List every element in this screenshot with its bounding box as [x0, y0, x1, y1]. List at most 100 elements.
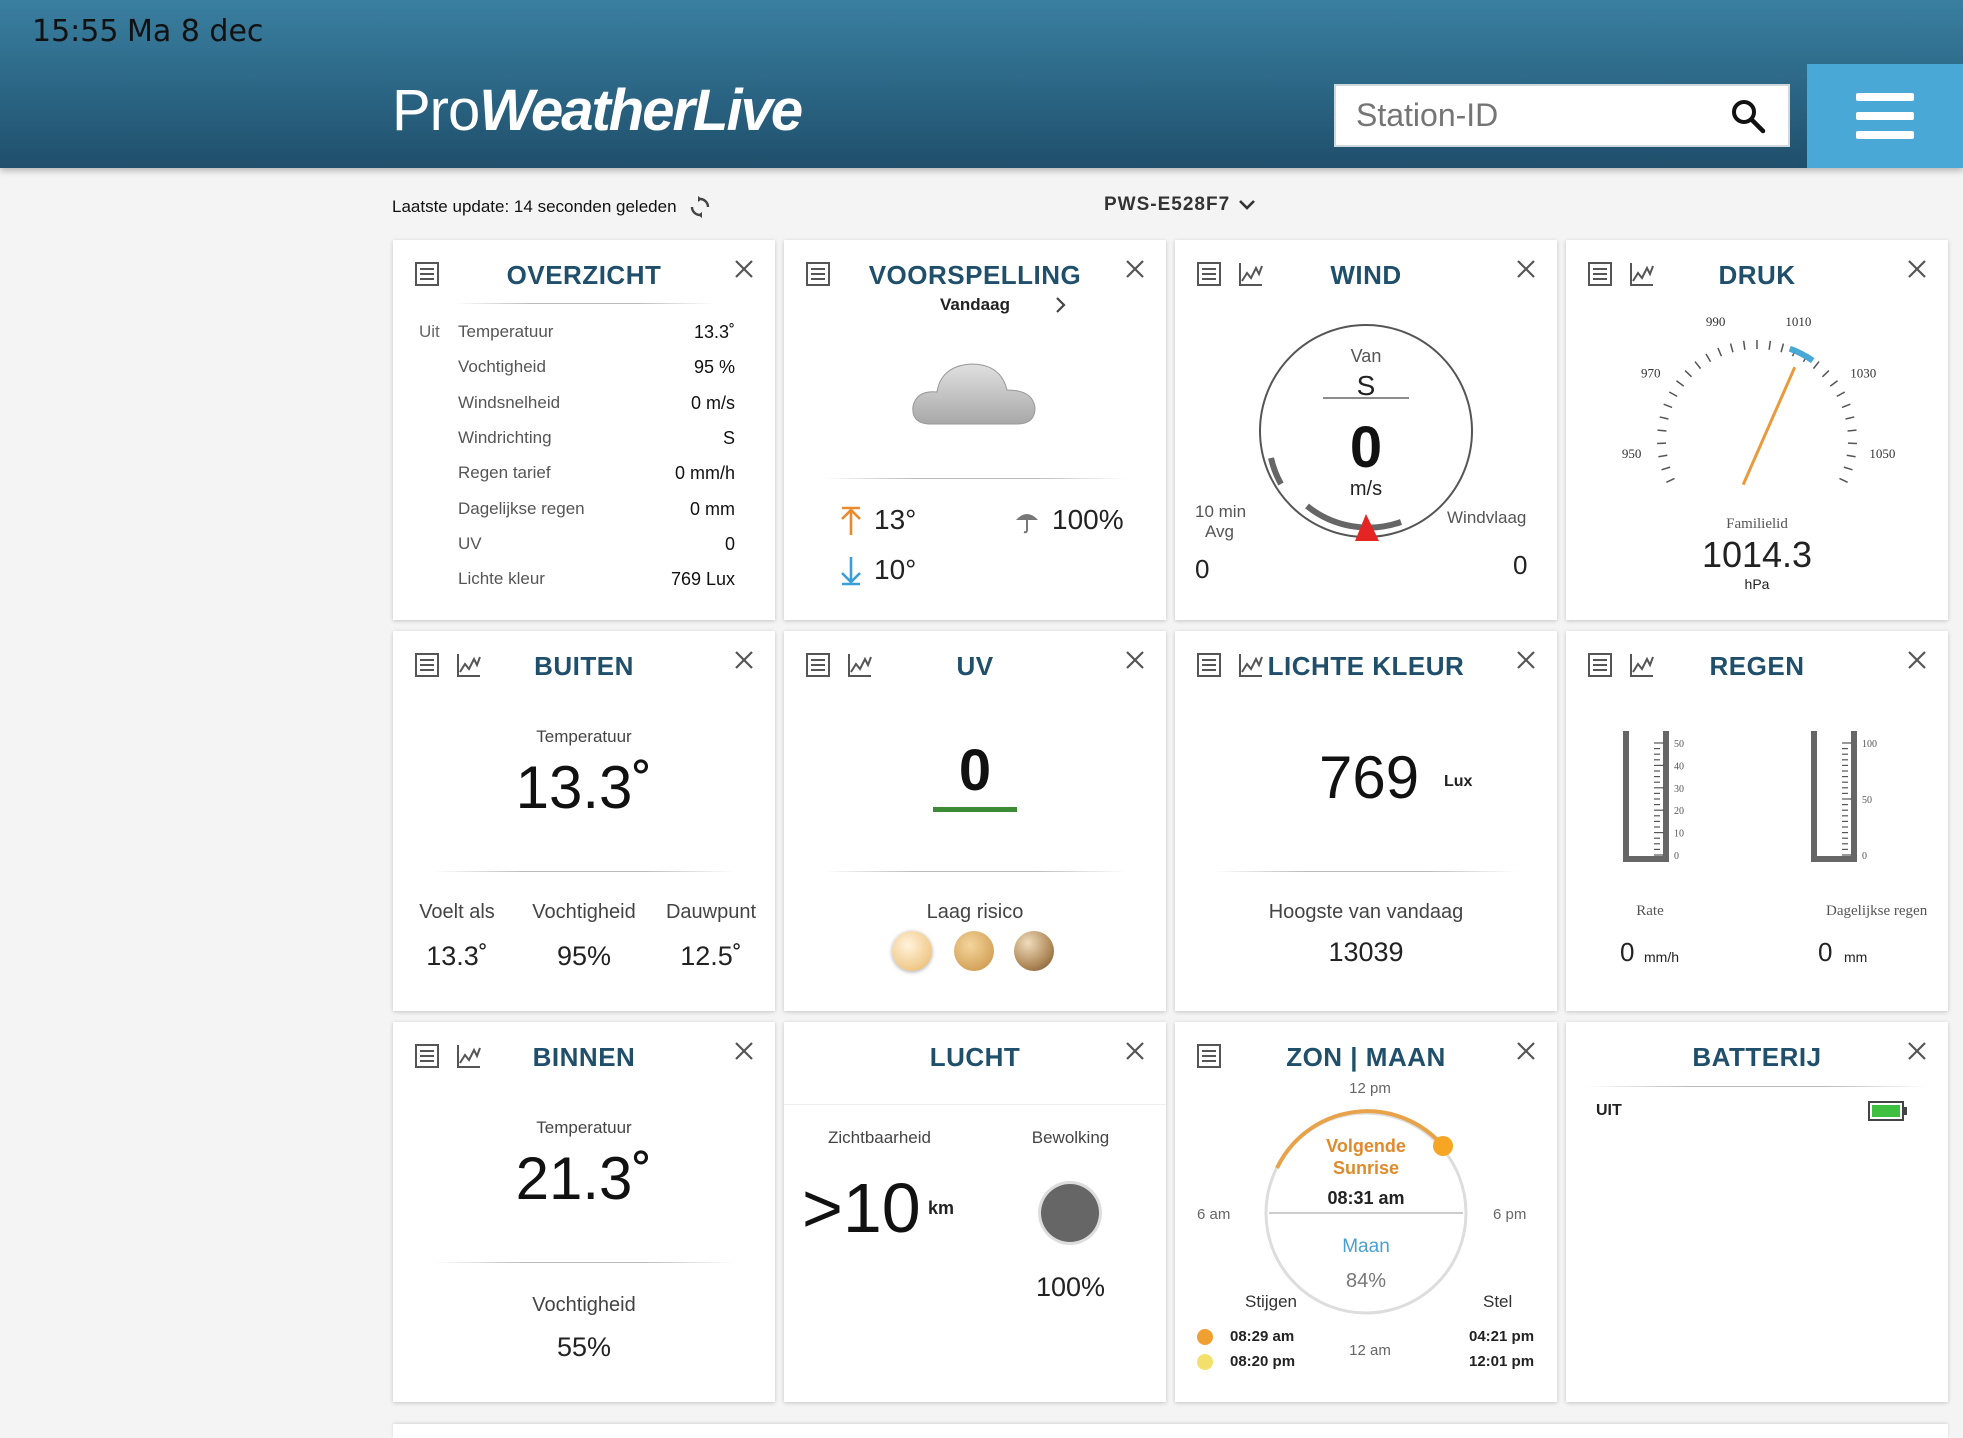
sunmoon-left: 6 am: [1197, 1206, 1231, 1223]
chart-icon[interactable]: [1237, 260, 1265, 288]
pressure-gauge-tick: [1829, 380, 1839, 387]
overview-row-value: 0 mm: [690, 498, 735, 519]
uv-risk: Laag risico: [926, 901, 1024, 923]
rain-gauge-tick-label: 10: [1674, 829, 1684, 840]
indoor-humidity-value: 55%: [556, 1332, 612, 1362]
list-icon[interactable]: [413, 1042, 441, 1070]
close-icon[interactable]: [1124, 1040, 1146, 1062]
wind-compass: [1259, 324, 1473, 541]
list-icon[interactable]: [1195, 1042, 1223, 1070]
sunmoon-sun-rise: 08:29 am: [1230, 1328, 1295, 1345]
outdoor-title: BUITEN: [534, 651, 634, 681]
chart-icon[interactable]: [455, 1042, 483, 1070]
chart-icon[interactable]: [455, 651, 483, 679]
list-icon[interactable]: [413, 651, 441, 679]
close-icon[interactable]: [733, 1040, 755, 1062]
pressure-gauge-tick: [1843, 466, 1853, 471]
wind-avg-value: 0: [1195, 554, 1210, 584]
list-icon[interactable]: [1586, 260, 1614, 288]
chart-icon[interactable]: [846, 651, 874, 679]
rain-title: REGEN: [1709, 651, 1805, 681]
chevron-right-icon[interactable]: [1054, 296, 1068, 314]
search-icon[interactable]: [1728, 96, 1768, 136]
pressure-gauge-highlight: [1788, 345, 1815, 364]
list-icon[interactable]: [1195, 651, 1223, 679]
close-icon[interactable]: [1906, 1040, 1928, 1062]
skin-tone-swatch-light: [892, 931, 932, 971]
close-icon[interactable]: [1515, 649, 1537, 671]
skin-tone-swatch-medium: [954, 931, 994, 971]
close-icon[interactable]: [1124, 258, 1146, 280]
pressure-gauge-tick: [1659, 416, 1669, 420]
wind-gust-value: 0: [1513, 550, 1528, 580]
chart-icon[interactable]: [1237, 651, 1265, 679]
sunmoon-sun-set: 04:21 pm: [1469, 1328, 1535, 1345]
sunmoon-next-2: Sunrise: [1332, 1158, 1400, 1178]
sunmoon-top: 12 pm: [1349, 1080, 1391, 1097]
battery-label: UIT: [1596, 1102, 1622, 1119]
pressure-gauge-tick: [1663, 403, 1673, 409]
overview-row-label: Lichte kleur: [458, 569, 545, 589]
overview-row-label: Dagelijkse regen: [458, 498, 585, 518]
station-id: PWS-E528F7: [1104, 194, 1231, 215]
list-icon[interactable]: [1586, 651, 1614, 679]
pressure-gauge-tick: [1661, 466, 1671, 471]
sunmoon-moon-pct: 84%: [1345, 1270, 1387, 1292]
rain-daily-gauge: 100 50 0: [1811, 731, 1877, 862]
forecast-low: 10°: [874, 554, 917, 585]
overview-card: OVERZICHT Uit Temperatuur 13.3˚ Vochtighei…: [393, 240, 775, 620]
close-icon[interactable]: [1515, 1040, 1537, 1062]
pressure-gauge-tick-label: 1030: [1850, 365, 1876, 380]
close-icon[interactable]: [1906, 649, 1928, 671]
last-update: Laatste update: 14 seconden geleden: [392, 196, 711, 218]
list-icon[interactable]: [413, 260, 441, 288]
overview-row-value: 769 Lux: [670, 569, 735, 590]
wind-card: WIND Van S 0 m/s 10 min Avg 0 Windvlaag …: [1175, 240, 1557, 620]
close-icon[interactable]: [1515, 258, 1537, 280]
rain-daily-label: Dagelijkse regen: [1826, 903, 1928, 919]
menu-button[interactable]: [1807, 64, 1963, 168]
pressure-gauge-tick-label: 950: [1622, 446, 1642, 461]
close-icon[interactable]: [733, 258, 755, 280]
refresh-icon[interactable]: [689, 196, 711, 218]
top-bar: 15:55 Ma 8 dec ProWeatherLive: [0, 0, 1963, 168]
outdoor-dew-value: 12.5˚: [680, 941, 742, 971]
outdoor-temp-label: Temperatuur: [536, 727, 632, 746]
next-row-card-edge: [393, 1424, 1948, 1438]
pressure-gauge-tick: [1694, 361, 1702, 370]
chart-icon[interactable]: [1628, 260, 1656, 288]
outdoor-card: BUITEN Temperatuur 13.3˚ Voelt als 13.3˚…: [393, 631, 775, 1011]
light-high-label: Hoogste van vandaag: [1268, 901, 1464, 923]
indoor-temp-label: Temperatuur: [536, 1118, 632, 1137]
close-icon[interactable]: [1906, 258, 1928, 280]
logo-pro: Pro: [392, 78, 480, 143]
close-icon[interactable]: [1124, 649, 1146, 671]
list-icon[interactable]: [1195, 260, 1223, 288]
battery-icon: [1868, 1101, 1907, 1121]
overview-row-label: Windsnelheid: [458, 392, 561, 412]
rain-rate-value: 0: [1620, 937, 1635, 967]
indoor-humidity-label: Vochtigheid: [532, 1294, 636, 1316]
pressure-value: 1014.3: [1701, 534, 1813, 575]
outdoor-feels-label: Voelt als: [419, 901, 495, 923]
close-icon[interactable]: [733, 649, 755, 671]
pressure-gauge-tick: [1780, 343, 1785, 353]
overview-row-label: Temperatuur: [458, 322, 554, 341]
sunmoon-bottom: 12 am: [1349, 1342, 1391, 1359]
list-icon[interactable]: [804, 260, 832, 288]
sunmoon-title: ZON | MAAN: [1286, 1042, 1446, 1072]
logo[interactable]: ProWeatherLive: [392, 82, 803, 140]
chart-icon[interactable]: [1628, 651, 1656, 679]
rain-rate-label: Rate: [1636, 903, 1664, 919]
search-box[interactable]: [1334, 84, 1790, 147]
indoor-title: BINNEN: [532, 1042, 636, 1072]
pressure-gauge-tick: [1684, 369, 1693, 378]
search-input[interactable]: [1356, 97, 1728, 134]
station-select[interactable]: PWS-E528F7: [1104, 194, 1256, 216]
pressure-needle: [1741, 366, 1797, 486]
list-icon[interactable]: [804, 651, 832, 679]
pressure-gauge-tick: [1768, 340, 1772, 350]
forecast-precip: 100%: [1052, 504, 1124, 535]
pressure-card: DRUK 950 970 990 1010 1030 1050 Familielid 10…: [1566, 240, 1948, 620]
sun-arc: [1264, 1109, 1468, 1315]
